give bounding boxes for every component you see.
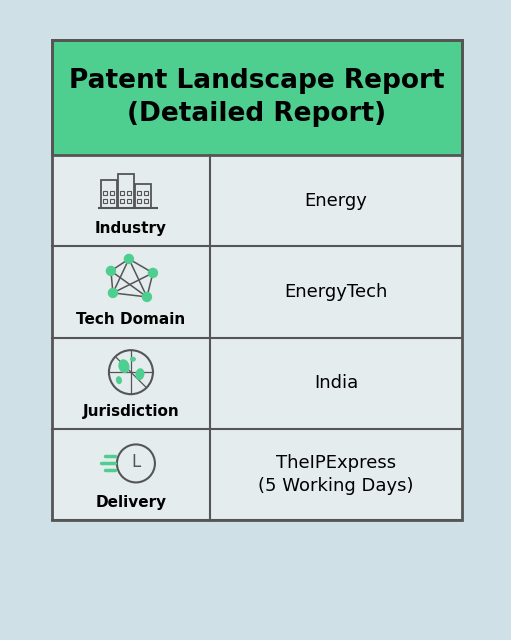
Text: TheIPExpress
(5 Working Days): TheIPExpress (5 Working Days) <box>258 454 414 495</box>
Text: Tech Domain: Tech Domain <box>76 312 185 328</box>
Bar <box>52 40 462 155</box>
Bar <box>110 191 114 195</box>
Ellipse shape <box>116 376 122 384</box>
Circle shape <box>108 289 118 298</box>
Text: Jurisdiction: Jurisdiction <box>83 404 179 419</box>
Circle shape <box>124 255 133 264</box>
Bar <box>127 198 131 203</box>
Bar <box>103 191 107 195</box>
Bar <box>135 184 151 207</box>
Bar <box>145 191 148 195</box>
Bar <box>103 198 107 203</box>
Circle shape <box>143 292 151 301</box>
Circle shape <box>106 266 115 275</box>
Text: EnergyTech: EnergyTech <box>284 283 388 301</box>
Bar <box>118 173 134 207</box>
Bar <box>52 40 462 155</box>
Bar <box>137 198 142 203</box>
Bar <box>101 180 117 207</box>
Ellipse shape <box>130 356 136 362</box>
Ellipse shape <box>135 368 145 380</box>
Bar <box>145 198 148 203</box>
Circle shape <box>148 268 157 277</box>
Text: Delivery: Delivery <box>96 495 167 510</box>
Text: Energy: Energy <box>305 191 367 210</box>
Bar <box>127 191 131 195</box>
Bar <box>110 198 114 203</box>
Ellipse shape <box>119 359 129 373</box>
Bar <box>121 198 124 203</box>
Text: Industry: Industry <box>95 221 167 236</box>
Text: India: India <box>314 374 358 392</box>
Bar <box>52 40 462 520</box>
Text: L: L <box>131 453 141 472</box>
Bar <box>121 191 124 195</box>
Bar <box>137 191 142 195</box>
Bar <box>52 40 462 520</box>
Text: Patent Landscape Report
(Detailed Report): Patent Landscape Report (Detailed Report… <box>69 68 445 127</box>
